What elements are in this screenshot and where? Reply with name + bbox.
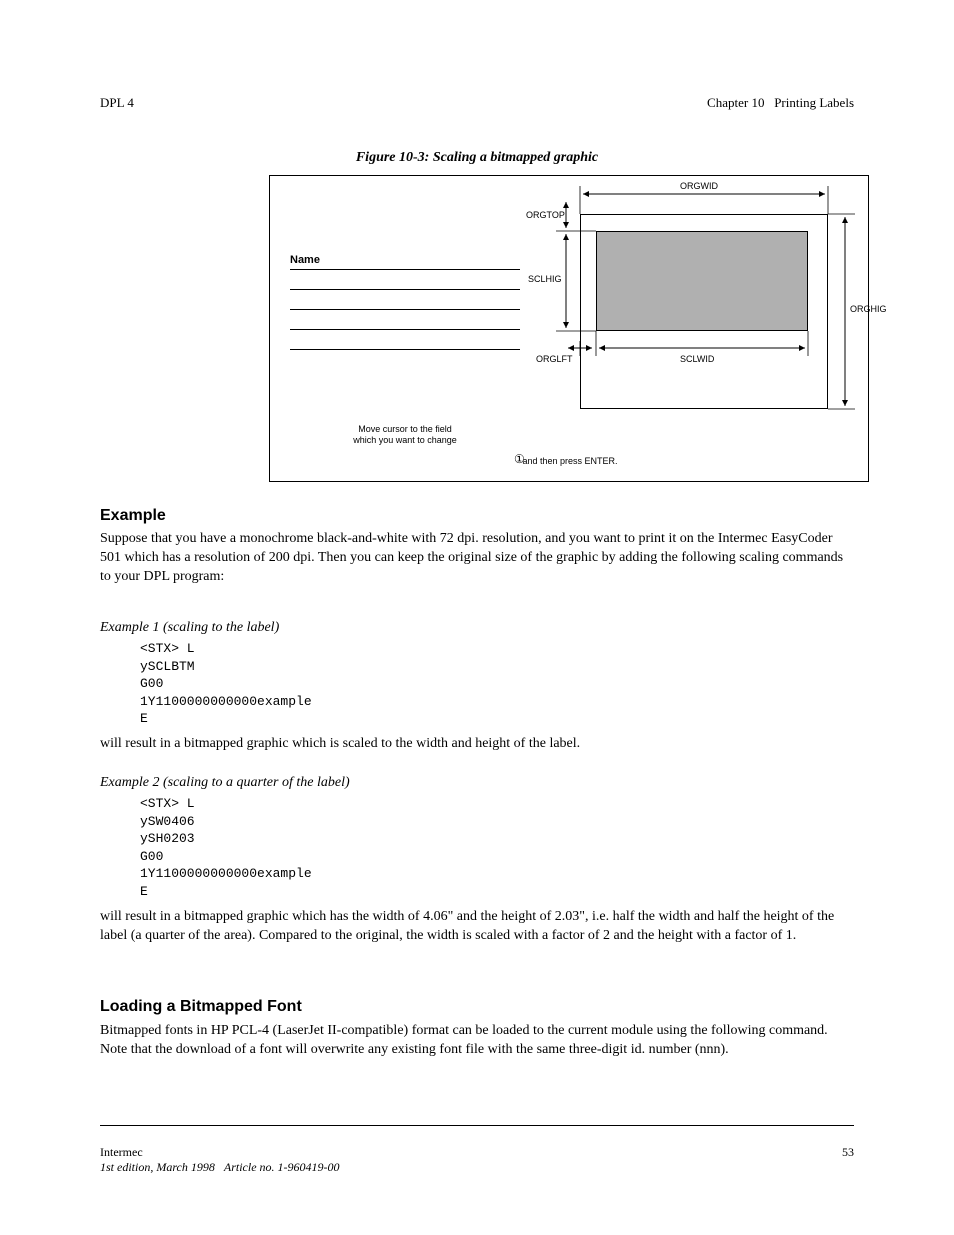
footer-left: Intermec 1st edition, March 1998 Article… xyxy=(100,1145,340,1175)
example-label-1: Example 1 (scaling to the label) xyxy=(100,620,279,636)
explain-2: will result in a bitmapped graphic which… xyxy=(100,908,854,946)
code-block-2: <STX> L ySW0406 ySH0203 G00 1Y1100000000… xyxy=(140,795,312,900)
header-chapter: Chapter 10 xyxy=(707,95,764,110)
loading-body-text: Bitmapped fonts in HP PCL-4 (LaserJet II… xyxy=(100,1022,854,1060)
dim-label-sclhig: SCLHIG xyxy=(528,274,562,284)
figure-diagram: Name xyxy=(269,175,869,482)
dim-label-orglft: ORGLFT xyxy=(536,354,573,364)
diagram-instruction-bottom: and then press ENTER. xyxy=(290,456,850,467)
heading-loading-font: Loading a Bitmapped Font xyxy=(100,998,302,1016)
explain-1: will result in a bitmapped graphic which… xyxy=(100,735,854,754)
header-right: Chapter 10 Printing Labels xyxy=(707,95,854,111)
header-chapter-title: Printing Labels xyxy=(774,95,854,110)
example-label-2: Example 2 (scaling to a quarter of the l… xyxy=(100,775,350,791)
diagram-instruction-top: Move cursor to the field which you want … xyxy=(290,424,520,446)
example-intro-text: Suppose that you have a monochrome black… xyxy=(100,530,854,587)
footer-company: Intermec xyxy=(100,1145,143,1159)
figure-caption: Figure 10-3: Scaling a bitmapped graphic xyxy=(100,150,854,166)
page: DPL 4 Chapter 10 Printing Labels Figure … xyxy=(0,0,954,1235)
dim-label-sclwid: SCLWID xyxy=(680,354,714,364)
dim-label-orgtop: ORGTOP xyxy=(526,210,565,220)
diagram-circled-number: ① xyxy=(514,452,525,466)
footer-article: Article no. 1-960419-00 xyxy=(224,1160,340,1174)
dim-label-orghig: ORGHIG xyxy=(850,304,887,314)
heading-example: Example xyxy=(100,507,166,525)
code-block-1: <STX> L ySCLBTM G00 1Y1100000000000examp… xyxy=(140,640,312,728)
footer-edition: 1st edition, March 1998 xyxy=(100,1160,215,1174)
dim-label-orgwid: ORGWID xyxy=(680,181,718,191)
footer-page-number: 53 xyxy=(842,1145,854,1160)
footer-rule xyxy=(100,1125,854,1126)
header-product: DPL 4 xyxy=(100,95,134,111)
